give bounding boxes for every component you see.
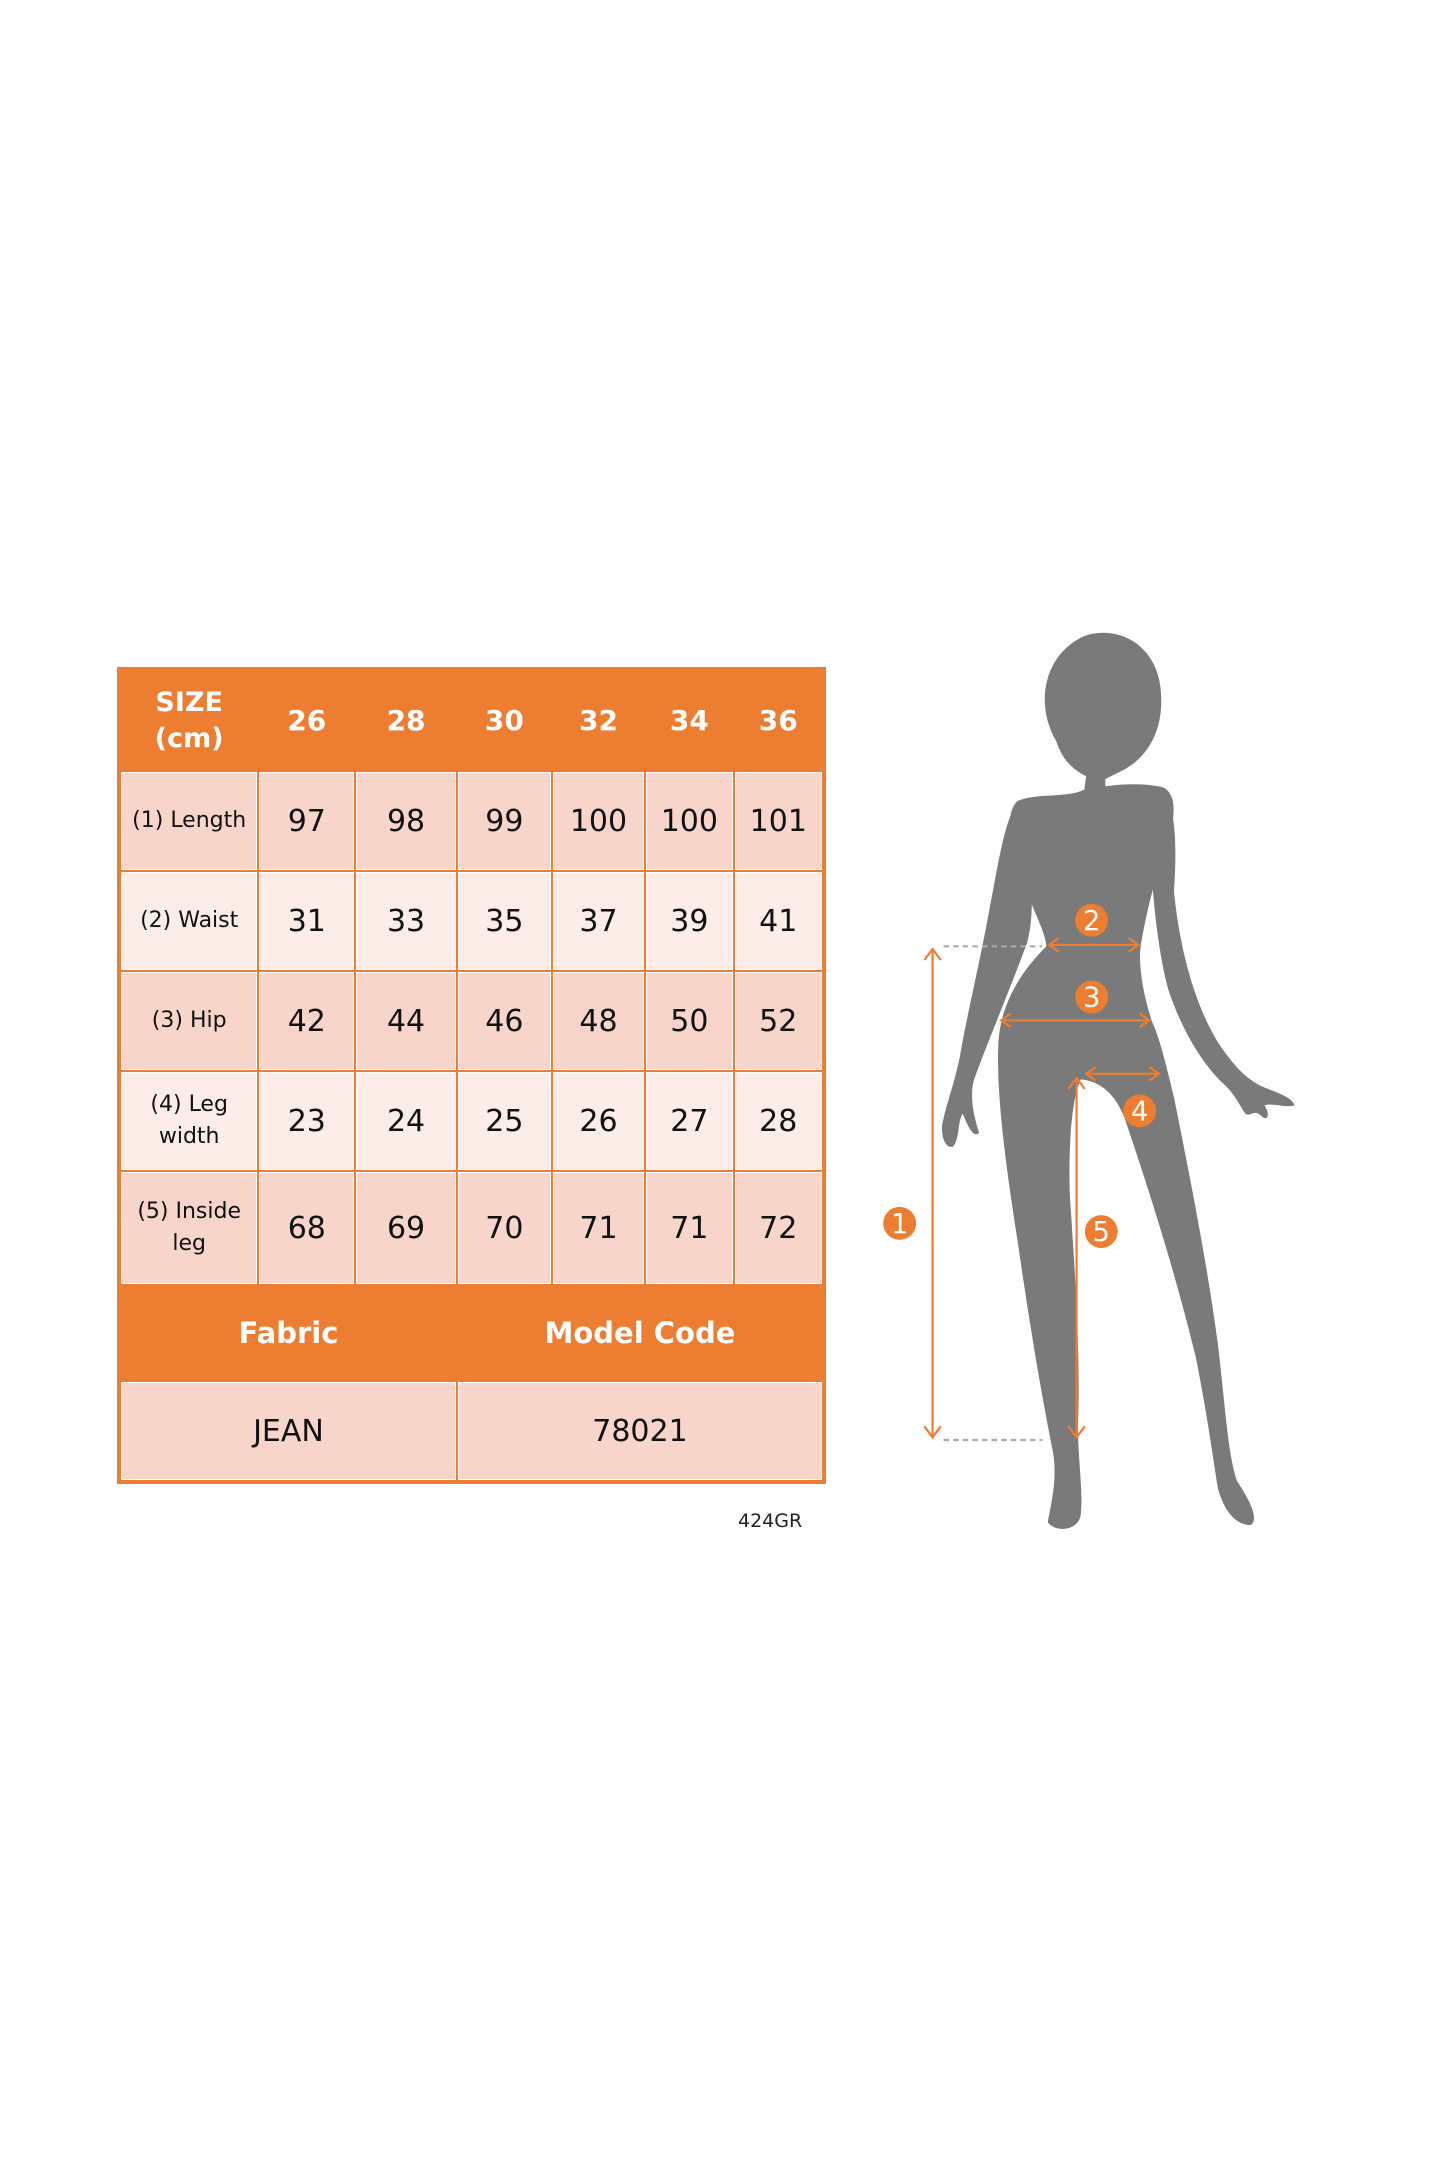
- size-28: 28: [386, 704, 426, 737]
- inside-leg-arrow: [1067, 1076, 1086, 1440]
- cell: 52: [732, 970, 825, 1072]
- cell: 39: [644, 870, 735, 972]
- size-34: 34: [669, 704, 709, 737]
- table-row-inside-leg: (5) Inside leg 68 69 70 71 71 72: [118, 1170, 825, 1286]
- cell: 48: [550, 970, 647, 1072]
- cell: 25: [455, 1070, 553, 1172]
- length-arrow: [923, 947, 942, 1440]
- right-arm-silhouette: [1152, 787, 1295, 1119]
- cell: 28: [732, 1070, 825, 1172]
- cell: 72: [732, 1170, 825, 1286]
- size-26: 26: [287, 704, 327, 737]
- size-header-row: SIZE (cm) 26 28 30 32 34 36: [120, 670, 823, 771]
- svg-text:2: 2: [1083, 906, 1100, 937]
- svg-text:1: 1: [891, 1209, 908, 1240]
- marker-3: 3: [1075, 980, 1109, 1014]
- cell: 26: [550, 1070, 647, 1172]
- cell: 99: [455, 770, 553, 872]
- hip-arrow: [999, 1012, 1152, 1029]
- cell: 42: [257, 970, 357, 1072]
- svg-text:4: 4: [1131, 1096, 1148, 1127]
- cell: 23: [257, 1070, 357, 1172]
- product-code-note: 424GR: [738, 1510, 803, 1532]
- fabric-value: JEAN: [119, 1380, 458, 1482]
- cell: 44: [354, 970, 458, 1072]
- cell: 37: [550, 870, 647, 972]
- svg-text:5: 5: [1093, 1217, 1110, 1248]
- fabric-header-row: Fabric Model Code: [120, 1285, 823, 1381]
- size-chart-table: SIZE (cm) 26 28 30 32 34 36 (1) Length 9…: [117, 667, 826, 1484]
- fabric-label: Fabric: [238, 1316, 339, 1350]
- cell: 46: [455, 970, 553, 1072]
- cell: 24: [354, 1070, 458, 1172]
- table-row-length: (1) Length 97 98 99 100 100 101: [118, 770, 825, 872]
- leg-width-arrow: [1084, 1066, 1161, 1082]
- cell: 100: [550, 770, 647, 872]
- table-row-hip: (3) Hip 42 44 46 48 50 52: [118, 970, 825, 1072]
- size-30: 30: [484, 704, 524, 737]
- cell: 100: [644, 770, 735, 872]
- cell: 97: [257, 770, 357, 872]
- size-header-label: SIZE (cm): [154, 687, 224, 754]
- body-silhouette: [941, 632, 1295, 1529]
- measurement-lines: [923, 937, 1161, 1442]
- left-arm-silhouette: [941, 800, 1032, 1147]
- row-label: (4) Leg width: [118, 1070, 260, 1172]
- model-code-value: 78021: [455, 1380, 825, 1482]
- row-label: (3) Hip: [118, 970, 260, 1072]
- head-silhouette: [1044, 632, 1162, 796]
- size-32: 32: [578, 704, 618, 737]
- row-label: (5) Inside leg: [118, 1170, 260, 1286]
- table-row-waist: (2) Waist 31 33 35 37 39 41: [118, 870, 825, 972]
- torso-legs-silhouette: [998, 784, 1255, 1529]
- cell: 68: [257, 1170, 357, 1286]
- cell: 70: [455, 1170, 553, 1286]
- marker-5: 5: [1084, 1215, 1118, 1248]
- cell: 35: [455, 870, 553, 972]
- size-36: 36: [758, 704, 798, 737]
- table-row-leg-width: (4) Leg width 23 24 25 26 27 28: [118, 1070, 825, 1172]
- waist-arrow: [1047, 937, 1141, 953]
- row-label: (1) Length: [118, 770, 260, 872]
- marker-1: 1: [883, 1206, 917, 1240]
- measurement-markers: 1 2 3 4 5: [883, 903, 1157, 1248]
- cell: 31: [257, 870, 357, 972]
- cell: 50: [644, 970, 735, 1072]
- cell: 33: [354, 870, 458, 972]
- marker-4: 4: [1123, 1094, 1157, 1127]
- cell: 101: [732, 770, 825, 872]
- model-code-label: Model Code: [544, 1316, 736, 1350]
- marker-2: 2: [1075, 903, 1109, 937]
- cell: 27: [644, 1070, 735, 1172]
- svg-text:3: 3: [1083, 983, 1100, 1014]
- cell: 71: [550, 1170, 647, 1286]
- cell: 98: [354, 770, 458, 872]
- cell: 69: [354, 1170, 458, 1286]
- fabric-value-row: JEAN 78021: [119, 1380, 825, 1482]
- cell: 41: [732, 870, 825, 972]
- cell: 71: [644, 1170, 735, 1286]
- row-label: (2) Waist: [118, 870, 260, 972]
